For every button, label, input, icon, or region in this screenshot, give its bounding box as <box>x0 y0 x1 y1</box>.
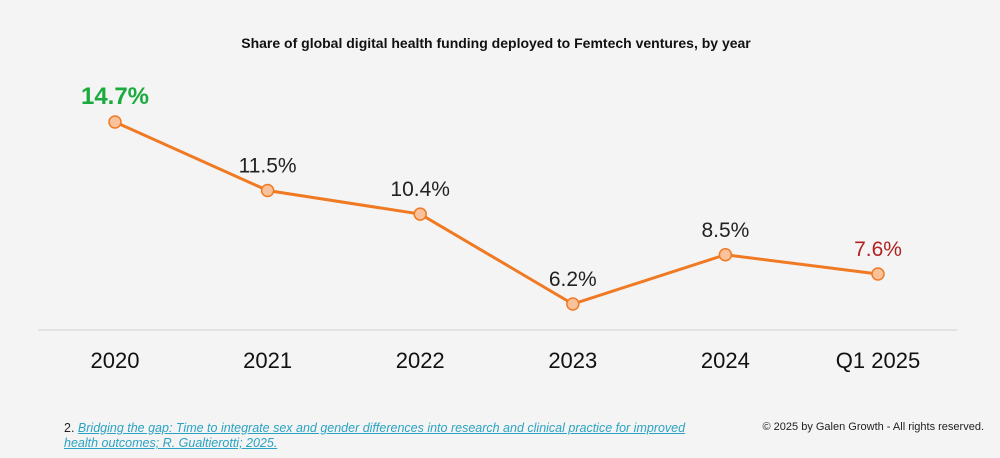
data-label-2021: 11.5% <box>239 155 297 178</box>
footnote-reference-link[interactable]: Bridging the gap: Time to integrate sex … <box>64 421 686 450</box>
x-tick-2021: 2021 <box>243 348 292 373</box>
data-point-2022 <box>413 207 427 221</box>
copyright-notice: © 2025 by Galen Growth - All rights rese… <box>762 421 984 433</box>
x-tick-labels: 2020 2021 2022 2023 2024 Q1 2025 <box>91 348 921 373</box>
footnote-number: 2. <box>64 421 75 435</box>
data-point-2024 <box>718 248 733 262</box>
x-tick-2023: 2023 <box>548 348 597 373</box>
chart-title: Share of global digital health funding d… <box>241 35 751 51</box>
series-line <box>114 120 879 306</box>
x-tick-2020: 2020 <box>91 348 140 373</box>
x-tick-2024: 2024 <box>701 348 750 373</box>
data-label-2022: 10.4% <box>390 178 450 201</box>
data-label-2023: 6.2% <box>549 268 597 291</box>
data-label-2020: 14.7% <box>81 83 149 110</box>
footnote: 2. Bridging the gap: Time to integrate s… <box>64 421 704 451</box>
data-point-2020 <box>108 115 122 129</box>
data-point-2023 <box>566 297 580 311</box>
data-label-2024: 8.5% <box>701 219 749 242</box>
data-point-2021 <box>260 183 275 198</box>
x-tick-q1-2025: Q1 2025 <box>836 348 920 373</box>
series-line-group: 14.7% 11.5% 10.4% 6.2% 8.5% 7.6% <box>81 83 902 311</box>
data-label-q1-2025: 7.6% <box>854 238 902 261</box>
x-tick-2022: 2022 <box>396 348 445 373</box>
data-point-q1-2025 <box>871 267 885 281</box>
